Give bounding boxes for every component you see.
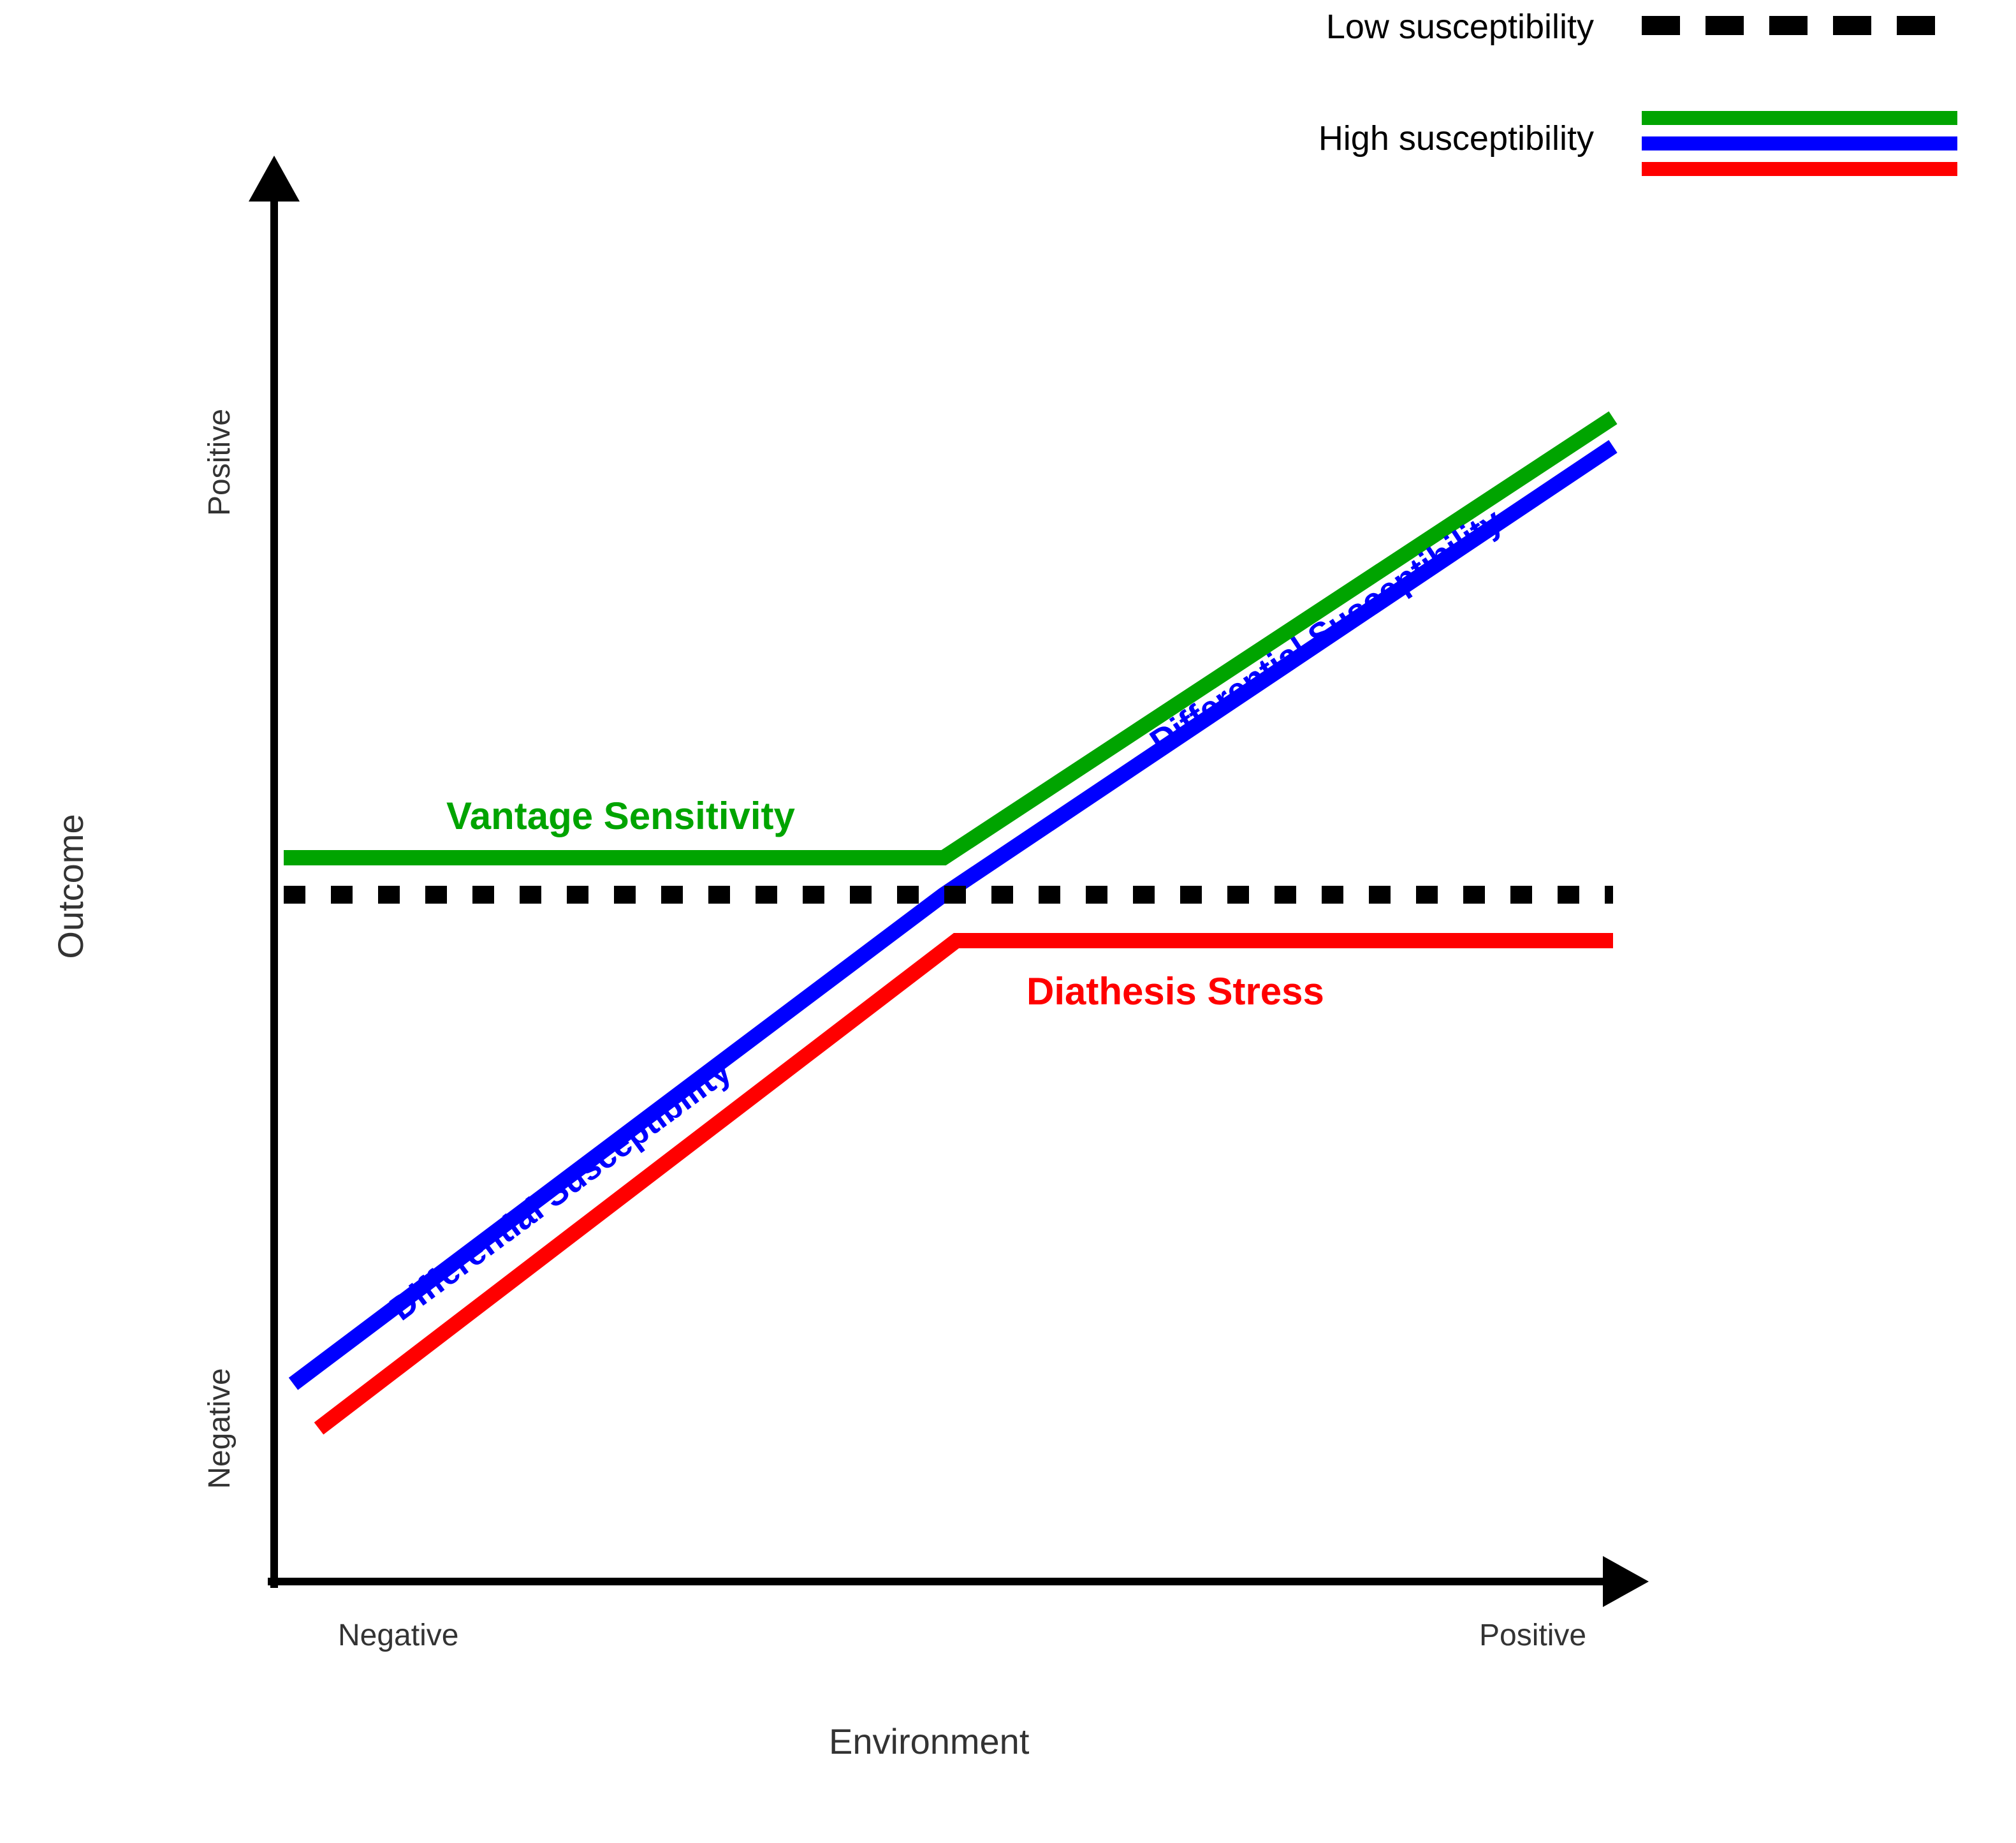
x-tick-label: Positive	[1479, 1619, 1586, 1652]
label-diathesis-stress: Diathesis Stress	[1026, 970, 1324, 1013]
x-tick-label: Negative	[338, 1619, 458, 1652]
chart-background	[0, 0, 2016, 1843]
label-vantage-sensitivity: Vantage Sensitivity	[446, 795, 796, 837]
susceptibility-chart: Negative Positive Negative Positive Environm…	[0, 0, 2016, 1843]
y-axis-title: Outcome	[50, 814, 91, 958]
y-tick-label: Negative	[203, 1368, 237, 1488]
legend-label: Low susceptibility	[1326, 8, 1594, 46]
legend-label: High susceptibility	[1318, 119, 1594, 158]
x-axis-title: Environment	[829, 1721, 1030, 1761]
y-tick-label: Positive	[203, 409, 237, 516]
